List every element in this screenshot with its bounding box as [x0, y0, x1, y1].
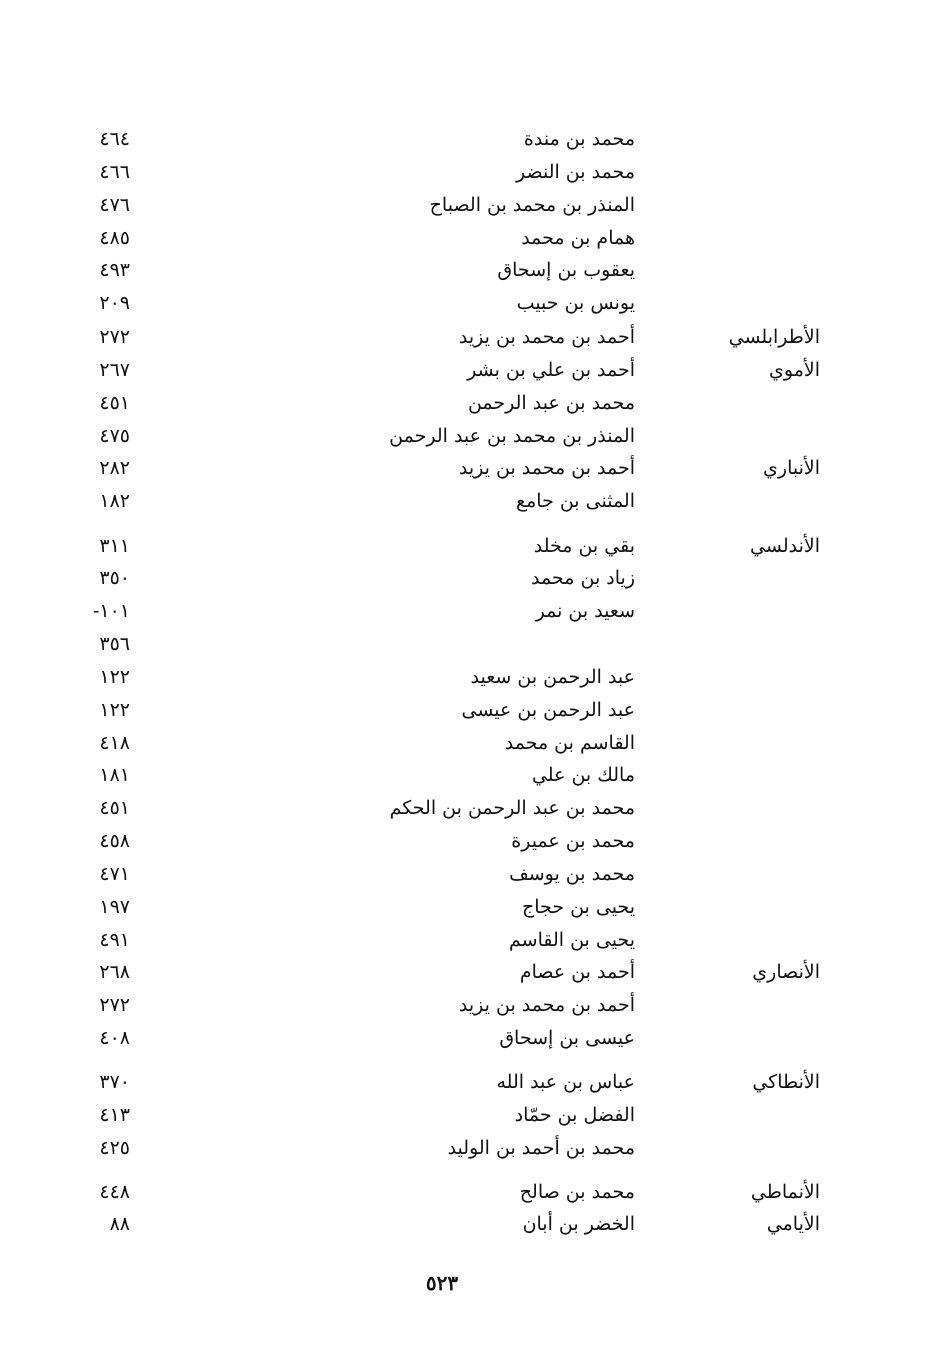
page-ref: ٤١٣	[99, 1104, 130, 1126]
name: المنذر بن محمد بن عبد الرحمن	[389, 425, 635, 447]
page-ref: ٤٧١	[99, 863, 130, 885]
page-ref: ٢٧٢	[99, 326, 130, 348]
page-ref: ٤٥١	[99, 392, 130, 414]
name: عيسى بن إسحاق	[499, 1027, 635, 1049]
nisba: الأنطاكي	[752, 1071, 820, 1093]
page-ref: ٤٥١	[99, 797, 130, 819]
page-ref: ٤٦٦	[99, 161, 130, 183]
name: سعيد بن نمر	[535, 600, 635, 622]
page-ref: ٤٨٥	[99, 227, 130, 249]
page-ref: ٣٥٠	[99, 567, 130, 589]
page-ref: ١٨٢	[99, 490, 130, 512]
page-number: ٥٢٣	[425, 1271, 459, 1295]
nisba: الأيامي	[766, 1213, 820, 1235]
name: محمد بن صالح	[519, 1181, 635, 1203]
page-ref: ٢٨٢	[99, 457, 130, 479]
page-ref: ٤٦٤	[99, 128, 130, 150]
page-ref: ٢٧٢	[99, 994, 130, 1016]
page-ref: ٢٦٧	[99, 359, 130, 381]
name: أحمد بن محمد بن يزيد	[458, 457, 635, 479]
name: محمد بن أحمد بن الوليد	[447, 1137, 635, 1159]
name: المنذر بن محمد بن الصباح	[429, 194, 635, 216]
name: أحمد بن محمد بن يزيد	[458, 326, 635, 348]
page-ref: ١٢٢	[99, 699, 130, 721]
name: محمد بن عبد الرحمن بن الحكم	[389, 797, 635, 819]
nisba: الأطرابلسي	[728, 326, 820, 348]
name: محمد بن يوسف	[509, 863, 635, 885]
page-ref: ٤٠٨	[99, 1027, 130, 1049]
name: بقي بن مخلد	[533, 535, 635, 557]
name: يعقوب بن إسحاق	[497, 259, 635, 281]
page-ref: ٤١٨	[99, 732, 130, 754]
name: أحمد بن علي بن بشر	[467, 359, 635, 381]
page-ref: ٤٧٦	[99, 194, 130, 216]
page-ref: ٣٧٠	[99, 1071, 130, 1093]
name: يونس بن حبيب	[516, 292, 635, 314]
name: المثنى بن جامع	[515, 490, 635, 512]
page-ref: ٤٥٨	[99, 830, 130, 852]
nisba: الأندلسي	[750, 535, 820, 557]
page-ref: ٣١١	[99, 535, 130, 557]
name: زياد بن محمد	[531, 567, 635, 589]
page-ref: ٣٥٦	[99, 633, 130, 655]
name: محمد بن عميرة	[511, 830, 635, 852]
page-ref: ٢٠٩	[99, 292, 130, 314]
name: محمد بن النضر	[516, 161, 635, 183]
name: عبد الرحمن بن عيسى	[461, 699, 635, 721]
name: القاسم بن محمد	[504, 732, 635, 754]
page-ref: ٤٩١	[99, 929, 130, 951]
name: مالك بن علي	[531, 764, 635, 786]
page-ref: ٤٩٣	[99, 259, 130, 281]
name: أحمد بن عصام	[519, 961, 635, 983]
name: عبد الرحمن بن سعيد	[470, 666, 635, 688]
page-ref: ١٨١	[99, 764, 130, 786]
nisba: الأنصاري	[752, 961, 820, 983]
nisba: الأموي	[769, 359, 820, 381]
name: عباس بن عبد الله	[496, 1071, 635, 1093]
name: أحمد بن محمد بن يزيد	[458, 994, 635, 1016]
page-ref: ٤٢٥	[99, 1137, 130, 1159]
name: محمد بن مندة	[523, 128, 635, 150]
page-ref: ١٩٧	[99, 896, 130, 918]
page-ref: ٨٨	[109, 1213, 130, 1235]
name: الفضل بن حمّاد	[514, 1104, 635, 1126]
nisba: الأنماطي	[750, 1181, 820, 1203]
name: يحيى بن القاسم	[509, 929, 635, 951]
page-ref: ٤٤٨	[99, 1181, 130, 1203]
nisba: الأنباري	[763, 457, 820, 479]
name: يحيى بن حجاج	[521, 896, 635, 918]
page-ref: -١٠١	[92, 600, 130, 622]
page-ref: ٤٧٥	[99, 425, 130, 447]
page-ref: ٢٦٨	[99, 961, 130, 983]
name: الخضر بن أبان	[522, 1213, 635, 1235]
name: محمد بن عبد الرحمن	[467, 392, 635, 414]
name: همام بن محمد	[521, 227, 635, 249]
page-ref: ١٢٢	[99, 666, 130, 688]
